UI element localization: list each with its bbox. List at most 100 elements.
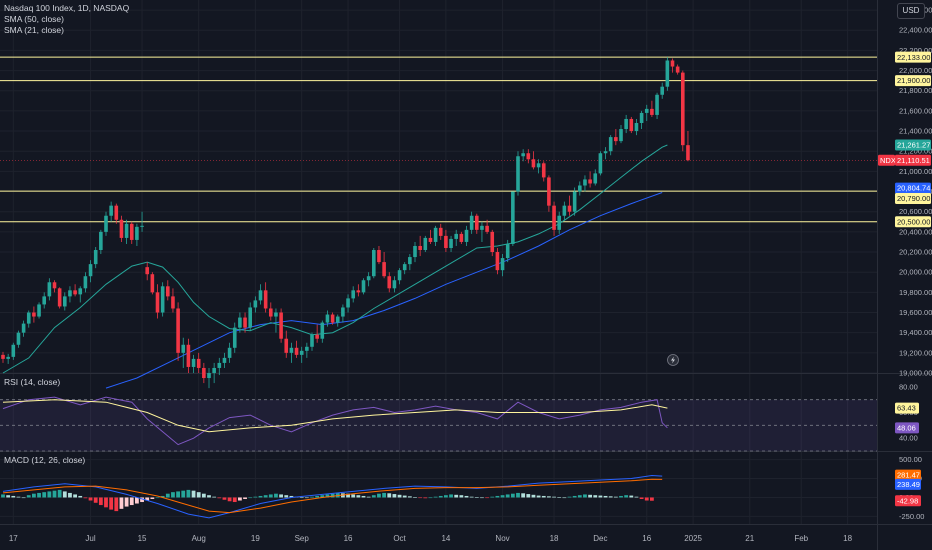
macd-hist-bar: [289, 495, 294, 498]
macd-hist-bar: [315, 495, 320, 498]
time-tick-label: 14: [441, 534, 450, 543]
candle: [140, 211, 144, 232]
candle: [135, 223, 139, 246]
candle-body: [572, 191, 577, 212]
last-price-tag-text: 21,110.51: [897, 156, 930, 165]
candle: [88, 260, 93, 283]
macd-hist-bar: [392, 494, 397, 498]
candle-body: [63, 296, 67, 307]
candle-body: [444, 235, 448, 248]
macd-hist-bar: [459, 495, 464, 498]
currency-button[interactable]: USD: [897, 3, 925, 19]
macd-hist-bar: [98, 497, 103, 506]
candle-body: [73, 290, 77, 295]
sma21-legend[interactable]: SMA (21, close): [4, 25, 64, 35]
candle: [402, 262, 407, 275]
horizontal-levels[interactable]: [0, 56, 877, 223]
candle: [166, 280, 170, 301]
level-tag: 20,790.00: [895, 193, 931, 205]
candle-body: [536, 163, 541, 168]
macd-hist-bar: [469, 496, 474, 498]
candle-body: [526, 153, 531, 160]
macd-hist-bar: [304, 497, 309, 499]
candle: [521, 149, 525, 162]
rsi-legend[interactable]: RSI (14, close): [4, 377, 61, 387]
level-tag: 20,500.00: [895, 216, 931, 228]
candle: [387, 272, 392, 293]
candle: [536, 159, 541, 174]
macd-hist-bar: [485, 497, 489, 499]
candle: [449, 235, 453, 253]
candle-body: [557, 215, 561, 230]
candle: [243, 312, 247, 333]
candle-body: [269, 308, 273, 317]
candle-body: [294, 347, 299, 355]
macd-hist-bar: [160, 495, 165, 498]
legend-rsi: RSI (14, close): [4, 377, 60, 388]
price-tick-label: 19,800.00: [899, 288, 932, 297]
lightning-icon[interactable]: [667, 354, 679, 366]
level-tag-text: 20,500.00: [897, 217, 930, 226]
macd-tick-label: 500.00: [899, 455, 922, 464]
hist-value-tag-text: -42.98: [897, 496, 918, 505]
candle: [68, 286, 72, 303]
candle-body: [305, 346, 309, 351]
signal-value-tag-text: 238.49: [897, 480, 920, 489]
candle-body: [500, 258, 505, 271]
candle: [608, 135, 613, 156]
macd-lines: [2, 474, 663, 519]
candle-body: [325, 314, 330, 323]
candle: [660, 82, 664, 99]
sma50-legend[interactable]: SMA (50, close): [4, 14, 64, 24]
candle: [346, 294, 350, 313]
candle-body: [485, 225, 489, 232]
time-axis[interactable]: 17 Jul 15 Aug 19 Sep 16 Oct 14 Nov 18 Dec 16 2025 21 Fe…: [9, 534, 853, 543]
macd-hist-bar: [650, 497, 654, 501]
sma21-line: [2, 144, 668, 374]
candle: [459, 231, 464, 244]
candle: [269, 302, 273, 321]
macd-hist-bar: [299, 497, 304, 498]
candle: [356, 284, 361, 297]
candle: [176, 302, 180, 361]
candle-body: [655, 94, 659, 115]
candle-body: [315, 334, 319, 339]
macd-hist-bar: [243, 497, 247, 499]
candle: [624, 114, 628, 134]
candle-body: [274, 312, 278, 317]
time-tick-label: 16: [642, 534, 651, 543]
candle-body: [469, 215, 474, 230]
price-tick-label: 19,600.00: [899, 308, 932, 317]
rsi-tag-box: [895, 422, 919, 434]
candle-body: [78, 288, 83, 295]
candle-body: [552, 205, 556, 230]
macd-hist-bar: [135, 497, 139, 504]
candle-body: [603, 151, 608, 154]
candle: [181, 337, 186, 368]
rsi-tick-label: 40.00: [899, 434, 918, 443]
candle: [372, 247, 376, 279]
macd-hist-bar: [377, 493, 381, 498]
macd-hist-bar: [253, 496, 258, 498]
candle: [655, 92, 659, 119]
rsi-line: [2, 396, 668, 446]
candle: [454, 229, 458, 246]
candle-body: [196, 358, 201, 368]
macd-hist-bar: [268, 494, 273, 498]
macd-hist-bar: [521, 493, 526, 498]
candle: [598, 151, 603, 176]
candle: [644, 104, 649, 121]
candle: [212, 362, 216, 384]
candle: [341, 304, 345, 323]
candle: [109, 201, 113, 222]
macd-hist-bar: [495, 495, 500, 498]
candle-body: [495, 252, 500, 271]
macd-hist-bar: [310, 496, 314, 498]
candle: [665, 57, 670, 91]
symbol-title[interactable]: Nasdaq 100 Index, 1D, NASDAQ: [4, 3, 130, 13]
candle-body: [289, 347, 294, 353]
macd-legend[interactable]: MACD (12, 26, close): [4, 455, 86, 465]
candle: [397, 268, 402, 285]
